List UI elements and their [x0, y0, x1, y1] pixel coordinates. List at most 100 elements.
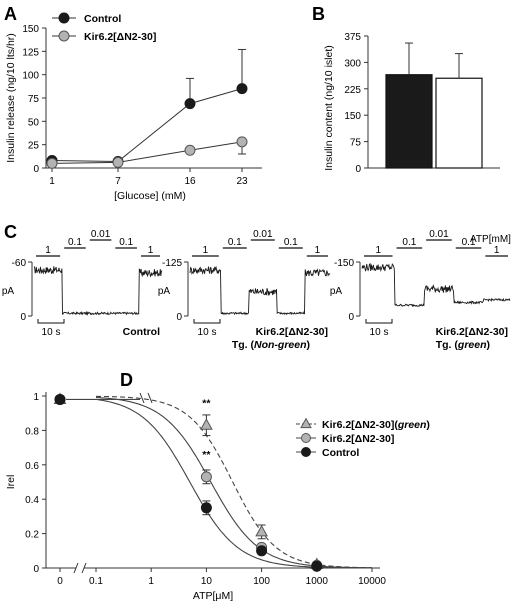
d-x-tick-label: 0 — [57, 576, 63, 587]
c-atp-step-label: 1 — [45, 245, 51, 256]
c-current-trace — [189, 265, 331, 316]
c-atp-step-label: 0.1 — [228, 237, 242, 248]
a-y-tick-label: 25 — [28, 141, 40, 152]
a-data-point — [112, 156, 124, 168]
c-atp-step-label: 0.1 — [402, 237, 416, 248]
c-atp-step-label: 0.01 — [429, 229, 449, 240]
c-trace-subcaption: Tg. (green) — [436, 339, 490, 351]
d-legend-label: Control — [322, 447, 359, 459]
a-series-line — [51, 141, 243, 164]
d-legend-label-part: green — [397, 419, 427, 431]
a-data-point — [236, 83, 248, 95]
d-legend-label: Kir6.2[ΔN2-30] — [322, 433, 394, 445]
c-trace-subcaption-part: green — [457, 339, 487, 351]
a-x-tick-label: 1 — [49, 176, 55, 187]
c-trace-subcaption-part: ) — [307, 339, 311, 351]
d-fit-curve — [95, 395, 372, 569]
d-legend-marker — [301, 447, 311, 457]
c-atp-step-label: 1 — [203, 245, 209, 256]
c-current-trace — [33, 266, 163, 316]
c-atp-step-label: 0.01 — [91, 229, 111, 240]
d-curve-break — [139, 392, 153, 404]
b-y-axis-label: Insulin content (ng/10 islet) — [323, 45, 335, 171]
c-scale-bar — [365, 319, 393, 324]
a-x-tick-label: 7 — [115, 176, 121, 187]
c-atp-step-label: 0.01 — [253, 229, 273, 240]
c-trace-caption: Kir6.2[ΔN2-30] — [256, 326, 328, 338]
a-y-tick-label: 50 — [28, 117, 40, 128]
panel-letter-c: C — [4, 222, 17, 242]
a-x-tick-label: 23 — [236, 176, 248, 187]
panel-b-insulin-content-chart: 0 75 150 225 300 375 Insulin content (ng/10 is… — [323, 32, 500, 175]
d-legend-marker — [301, 433, 311, 443]
a-x-tick-label: 16 — [184, 176, 196, 187]
c-atp-step-label: 1 — [494, 245, 500, 256]
d-x-axis-break — [73, 562, 87, 574]
d-y-tick-label: 0.2 — [25, 530, 39, 541]
d-y-tick-label: 1 — [33, 392, 39, 403]
d-data-point — [54, 393, 66, 405]
a-y-tick-label: 0 — [33, 164, 39, 175]
c-atp-label: ATP[mM] — [470, 234, 511, 245]
b-bar — [385, 74, 433, 169]
b-y-tick-label: 150 — [344, 111, 361, 122]
c-scale-bar-label: 10 s — [198, 327, 217, 338]
c-current-trace — [361, 262, 511, 308]
c-y-unit-label: pA — [158, 286, 171, 297]
d-significance-mark: ** — [202, 449, 211, 461]
c-scale-bar-label: 10 s — [42, 327, 61, 338]
b-bar — [435, 77, 483, 169]
a-y-tick-label: 125 — [22, 47, 39, 58]
a-legend-label: Kir6.2[ΔN2-30] — [84, 31, 156, 43]
b-y-tick-label: 300 — [344, 58, 361, 69]
c-trace-subcaption: Tg. (Non-green) — [232, 339, 310, 351]
a-y-axis-label: Insulin release (ng/10 lts/hr) — [5, 33, 17, 163]
c-y-unit-label: pA — [2, 286, 15, 297]
panel-a-insulin-release-chart: 0 25 50 75 100 125 150 1 7 16 23 [Glucose] (mM) Insu… — [5, 12, 262, 202]
d-legend-label: Kir6.2[ΔN2-30](green) — [322, 419, 430, 431]
c-y-tick-label: -60 — [12, 258, 27, 269]
c-atp-step-label: 1 — [148, 245, 154, 256]
d-data-point — [256, 545, 268, 557]
d-data-point — [200, 418, 213, 430]
a-y-tick-label: 150 — [22, 24, 39, 35]
a-data-point — [184, 144, 196, 156]
d-x-tick-label: 1 — [148, 576, 154, 587]
d-legend-marker — [300, 417, 312, 429]
d-data-point — [200, 502, 212, 514]
a-series-line — [51, 88, 243, 162]
a-data-point — [236, 136, 248, 148]
a-legend-label: Control — [84, 13, 121, 25]
c-trace-subcaption-part: Tg. ( — [232, 339, 255, 351]
c-scale-bar-label: 10 s — [370, 327, 389, 338]
b-y-tick-label: 225 — [344, 85, 361, 96]
c-atp-step-label: 0.1 — [68, 237, 82, 248]
c-y-tick-label: -125 — [162, 258, 182, 269]
c-atp-step-label: 1 — [315, 245, 321, 256]
c-scale-bar — [37, 319, 65, 324]
d-fit-curve — [95, 396, 372, 569]
b-y-tick-label: 75 — [350, 138, 362, 149]
d-x-tick-label: 10 — [201, 576, 213, 587]
c-trace-caption: Kir6.2[ΔN2-30] — [436, 326, 508, 338]
c-y-tick-label: 0 — [176, 312, 182, 323]
d-data-point — [255, 524, 268, 537]
a-x-axis-label: [Glucose] (mM) — [114, 190, 186, 202]
c-atp-step-label: 1 — [375, 245, 381, 256]
c-y-unit-label: pA — [330, 286, 343, 297]
panel-c-current-traces: ATP[mM] -60 0 pA 1 0.1 0.01 0.1 1 10 s Control -125… — [2, 229, 511, 351]
c-y-tick-label: 0 — [20, 312, 26, 323]
d-x-tick-label: 0.1 — [89, 576, 103, 587]
c-trace-subcaption-part: Non-green — [254, 339, 307, 351]
d-legend-label-part: Kir6.2[ΔN2-30]( — [322, 419, 398, 431]
c-atp-step-label: 0.1 — [462, 237, 476, 248]
a-y-tick-label: 100 — [22, 71, 39, 82]
c-y-tick-label: -150 — [334, 258, 354, 269]
c-y-tick-label: 0 — [348, 312, 354, 323]
d-y-tick-label: 0 — [33, 564, 39, 575]
b-y-tick-label: 375 — [344, 32, 361, 43]
d-x-tick-label: 100 — [253, 576, 270, 587]
panel-letter-b: B — [312, 4, 325, 24]
panel-d-dose-response-chart: 00.20.40.60.810 0.1 1 10 100 1000 10000ATP[μM]… — [5, 392, 430, 602]
